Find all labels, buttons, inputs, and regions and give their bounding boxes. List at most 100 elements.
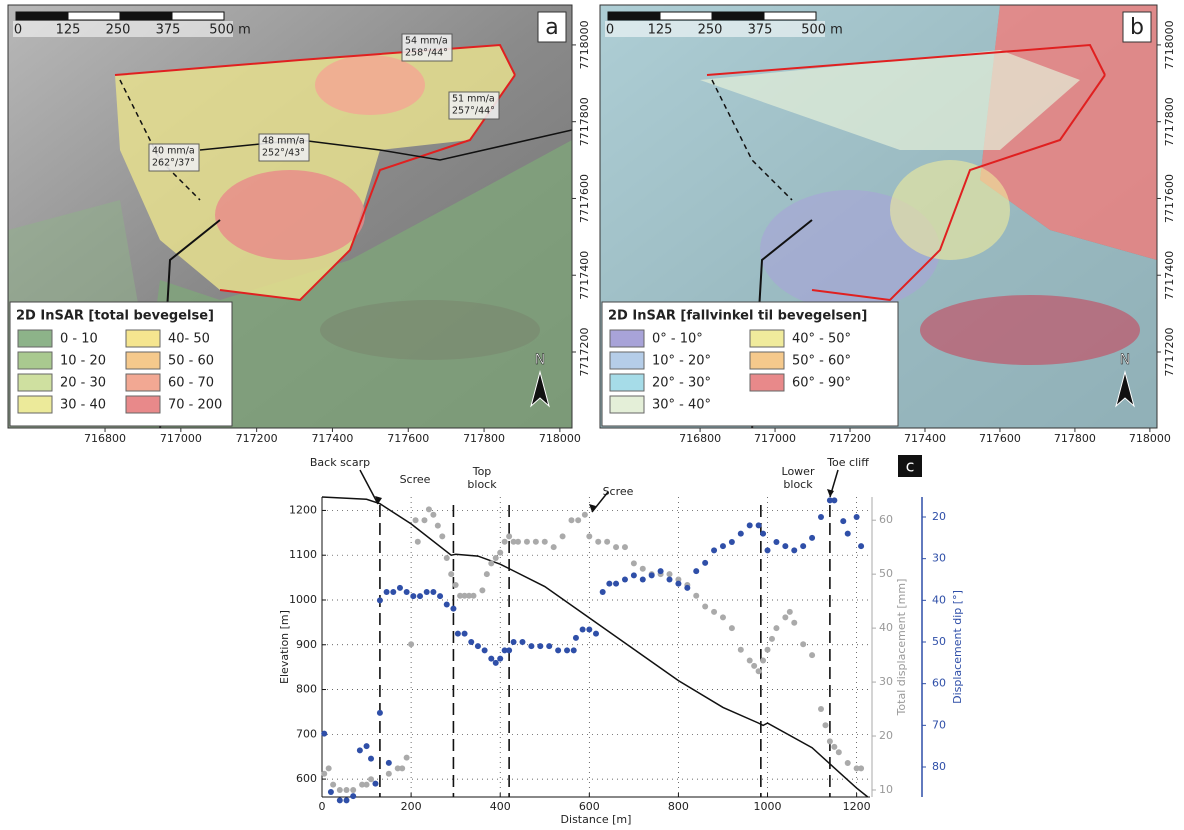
data-point (502, 539, 508, 545)
legend-swatch (126, 330, 160, 347)
y-tick-label: 7717200 (578, 327, 591, 376)
data-point (506, 533, 512, 539)
data-point (404, 755, 410, 761)
data-point (756, 668, 762, 674)
data-point (640, 577, 646, 583)
data-point (831, 497, 837, 503)
data-point (528, 643, 534, 649)
y-tick-label: 7718000 (578, 20, 591, 69)
data-point (684, 585, 690, 591)
legend-label: 70 - 200 (168, 398, 222, 413)
data-point (827, 738, 833, 744)
data-point (720, 614, 726, 620)
data-point (782, 614, 788, 620)
data-point (326, 765, 332, 771)
data-point (649, 572, 655, 578)
data-point (386, 760, 392, 766)
legend-swatch (126, 396, 160, 413)
x-tick-label: 716800 (84, 432, 126, 445)
legend-label: 0° - 10° (652, 332, 703, 347)
data-point (364, 743, 370, 749)
x-tick-label: 717200 (236, 432, 278, 445)
data-point (773, 539, 779, 545)
data-point (488, 560, 494, 566)
y2-axis-title: Total displacement [mm] (895, 579, 908, 717)
y-tick-label: 7717400 (578, 251, 591, 300)
data-point (593, 631, 599, 637)
data-point (439, 533, 445, 539)
y-axis-title: Elevation [m] (278, 610, 291, 684)
data-point (497, 656, 503, 662)
data-point (613, 544, 619, 550)
data-point (858, 543, 864, 549)
data-point (831, 744, 837, 750)
y2-tick-label: 60 (879, 513, 893, 526)
legend-swatch (18, 374, 52, 391)
x-tick-label: 718000 (539, 432, 581, 445)
x-tick-label: 1000 (754, 800, 782, 813)
scale-label: 375 (748, 23, 773, 38)
data-point (747, 522, 753, 528)
scale-label: 250 (698, 23, 723, 38)
y3-tick-label: 30 (932, 552, 946, 565)
legend-label: 30° - 40° (652, 398, 711, 413)
data-point (858, 765, 864, 771)
data-point (606, 581, 612, 587)
data-point (760, 657, 766, 663)
legend-title: 2D InSAR [fallvinkel til bevegelsen] (608, 309, 867, 324)
annotation: Toe cliff (826, 456, 869, 469)
data-point (693, 593, 699, 599)
data-point (787, 609, 793, 615)
data-point (765, 647, 771, 653)
data-point (397, 585, 403, 591)
data-point (782, 543, 788, 549)
data-point (350, 787, 356, 793)
x-tick-label: 717800 (1054, 432, 1096, 445)
y2-tick-label: 40 (879, 621, 893, 634)
data-point (524, 539, 530, 545)
data-point (791, 547, 797, 553)
x-tick-label: 800 (668, 800, 689, 813)
scale-label: 0 (14, 23, 22, 38)
data-point (399, 765, 405, 771)
data-point (702, 560, 708, 566)
data-point (613, 581, 619, 587)
x-tick-label: 717400 (311, 432, 353, 445)
data-point (822, 722, 828, 728)
legend-swatch (610, 374, 644, 391)
scale-label: 125 (648, 23, 673, 38)
data-point (533, 539, 539, 545)
data-point (729, 539, 735, 545)
legend-swatch (18, 396, 52, 413)
data-point (430, 589, 436, 595)
data-point (595, 539, 601, 545)
data-point (408, 641, 414, 647)
x-tick-label: 0 (319, 800, 326, 813)
data-point (337, 797, 343, 803)
y3-tick-label: 70 (932, 718, 946, 731)
data-point (769, 636, 775, 642)
y2-tick-label: 20 (879, 729, 893, 742)
data-point (330, 782, 336, 788)
legend-swatch (18, 352, 52, 369)
legend-swatch (610, 396, 644, 413)
legend-label: 40° - 50° (792, 332, 851, 347)
annotation: Scree (400, 473, 431, 486)
data-point (631, 572, 637, 578)
annotation: block (467, 478, 497, 491)
data-point (506, 647, 512, 653)
data-point (586, 627, 592, 633)
data-point (511, 639, 517, 645)
data-point (622, 577, 628, 583)
data-point (488, 656, 494, 662)
data-point (756, 522, 762, 528)
data-point (390, 589, 396, 595)
annotation-arrow (592, 492, 608, 512)
data-point (417, 593, 423, 599)
data-point (604, 539, 610, 545)
y-tick-label: 700 (296, 727, 317, 740)
annotation: 48 mm/a (262, 136, 305, 147)
x-tick-label: 717000 (754, 432, 796, 445)
scale-segment (120, 12, 172, 20)
data-point (430, 512, 436, 518)
